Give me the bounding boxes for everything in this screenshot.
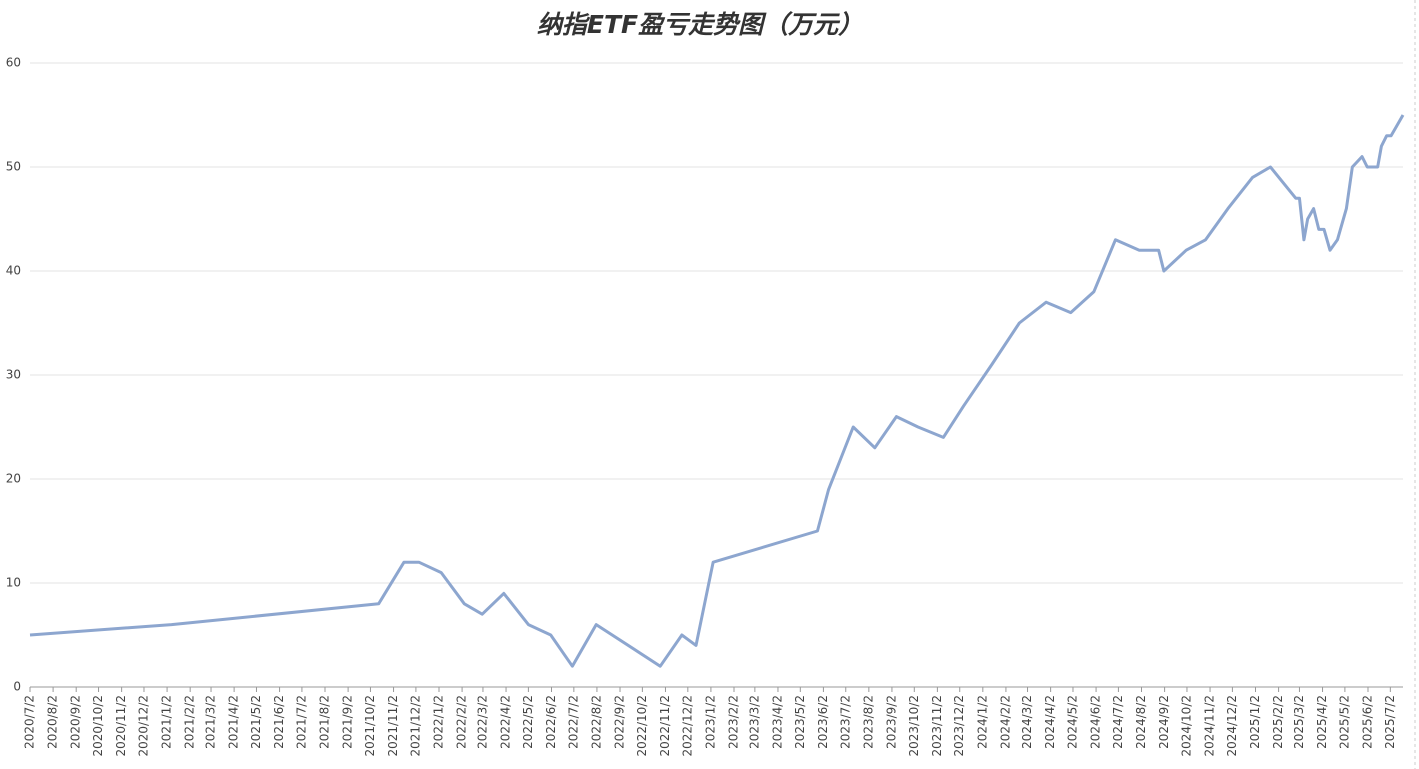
x-tick-label: 2021/1/2 — [160, 695, 174, 749]
y-tick-label: 10 — [6, 576, 21, 590]
x-tick-label: 2022/11/2 — [658, 695, 672, 757]
x-tick-label: 2023/12/2 — [952, 695, 966, 757]
x-tick-label: 2020/11/2 — [114, 695, 128, 757]
x-tick-label: 2022/6/2 — [544, 695, 558, 749]
x-tick-label: 2022/8/2 — [589, 695, 603, 749]
x-tick-label: 2025/3/2 — [1292, 695, 1306, 749]
x-tick-label: 2023/10/2 — [907, 695, 921, 757]
x-tick-label: 2021/4/2 — [227, 695, 241, 749]
x-tick-label: 2024/3/2 — [1020, 695, 1034, 749]
x-tick-label: 2023/7/2 — [838, 695, 852, 749]
x-tick-label: 2023/6/2 — [816, 695, 830, 749]
x-tick-label: 2024/1/2 — [975, 695, 989, 749]
x-tick-label: 2024/2/2 — [998, 695, 1012, 749]
x-tick-label: 2023/9/2 — [884, 695, 898, 749]
x-tick-label: 2020/7/2 — [23, 695, 37, 749]
x-tick-label: 2021/12/2 — [408, 695, 422, 757]
x-tick-label: 2025/5/2 — [1337, 695, 1351, 749]
y-tick-label: 20 — [6, 472, 21, 486]
data-line — [29, 114, 1405, 668]
x-tick-label: 2022/12/2 — [680, 695, 694, 757]
x-tick-label: 2022/9/2 — [613, 695, 627, 749]
chart-title: 纳指ETF盈亏走势图（万元） — [537, 10, 863, 39]
x-tick-label: 2025/7/2 — [1383, 695, 1397, 749]
x-tick-label: 2024/8/2 — [1134, 695, 1148, 749]
x-tick-label: 2023/1/2 — [703, 695, 717, 749]
x-tick-label: 2021/3/2 — [204, 695, 218, 749]
x-tick-label: 2024/6/2 — [1089, 695, 1103, 749]
x-tick-label: 2021/7/2 — [294, 695, 308, 749]
x-tick-label: 2025/6/2 — [1360, 695, 1374, 749]
x-tick-label: 2022/4/2 — [499, 695, 513, 749]
y-tick-label: 0 — [13, 680, 21, 694]
x-tick-label: 2020/9/2 — [69, 695, 83, 749]
x-tick-label: 2023/5/2 — [793, 695, 807, 749]
x-tick-label: 2024/5/2 — [1065, 695, 1079, 749]
x-tick-label: 2024/11/2 — [1203, 695, 1217, 757]
x-tick-label: 2024/12/2 — [1225, 695, 1239, 757]
x-tick-label: 2021/9/2 — [341, 695, 355, 749]
x-tick-label: 2022/1/2 — [431, 695, 445, 749]
y-tick-label: 50 — [6, 160, 21, 174]
x-tick-label: 2022/5/2 — [521, 695, 535, 749]
x-tick-label: 2021/10/2 — [363, 695, 377, 757]
x-tick-label: 2024/4/2 — [1043, 695, 1057, 749]
x-tick-label: 2020/12/2 — [136, 695, 150, 757]
x-tick-label: 2024/10/2 — [1179, 695, 1193, 757]
x-tick-label: 2023/11/2 — [930, 695, 944, 757]
x-tick-label: 2023/8/2 — [861, 695, 875, 749]
x-tick-label: 2025/2/2 — [1271, 695, 1285, 749]
x-tick-label: 2024/7/2 — [1111, 695, 1125, 749]
x-tick-label: 2020/10/2 — [91, 695, 105, 757]
y-tick-label: 60 — [6, 56, 21, 70]
x-tick-label: 2023/2/2 — [727, 695, 741, 749]
x-tick-label: 2020/8/2 — [46, 695, 60, 749]
y-tick-label: 40 — [6, 264, 21, 278]
x-tick-label: 2024/9/2 — [1157, 695, 1171, 749]
x-tick-label: 2022/2/2 — [455, 695, 469, 749]
x-tick-label: 2023/4/2 — [770, 695, 784, 749]
x-tick-label: 2021/8/2 — [318, 695, 332, 749]
x-tick-label: 2023/3/2 — [747, 695, 761, 749]
x-tick-label: 2022/7/2 — [566, 695, 580, 749]
x-tick-label: 2025/4/2 — [1315, 695, 1329, 749]
x-tick-label: 2025/1/2 — [1248, 695, 1262, 749]
x-tick-label: 2021/6/2 — [272, 695, 286, 749]
x-tick-label: 2021/5/2 — [249, 695, 263, 749]
y-tick-label: 30 — [6, 368, 21, 382]
x-tick-label: 2021/2/2 — [183, 695, 197, 749]
x-tick-label: 2021/11/2 — [386, 695, 400, 757]
x-tick-label: 2022/3/2 — [475, 695, 489, 749]
x-tick-label: 2022/10/2 — [635, 695, 649, 757]
